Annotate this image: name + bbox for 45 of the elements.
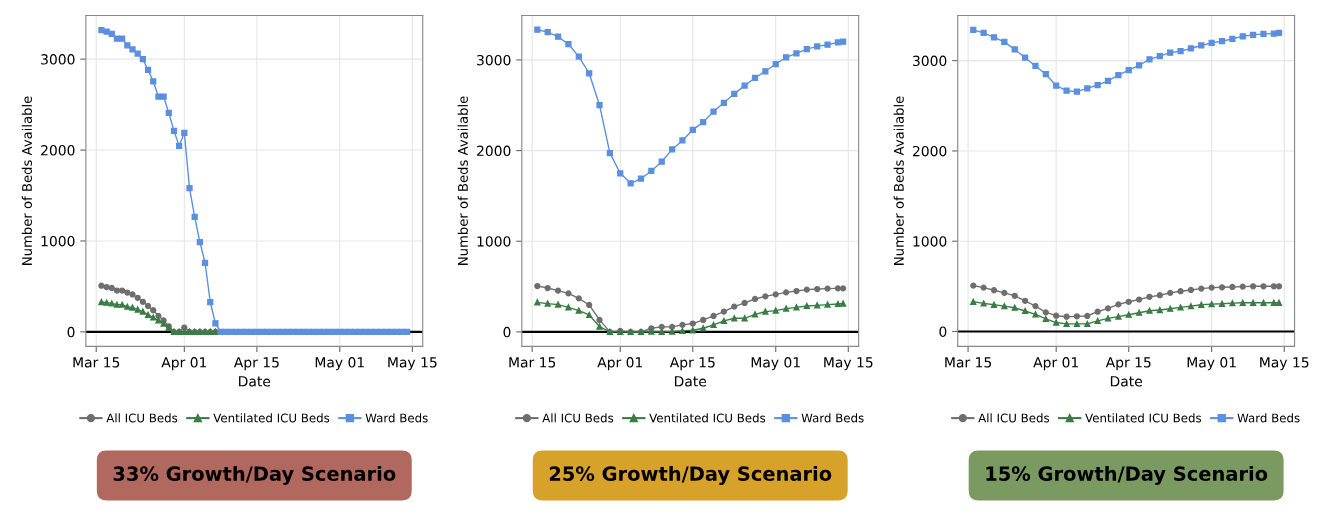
legend-label: Ventilated ICU Beds (1085, 413, 1202, 423)
legend-label: All ICU Beds (978, 413, 1050, 423)
x-tick-label: May 15 (824, 357, 873, 371)
legend-label: Ward Beds (365, 413, 428, 423)
y-tick-label: 2000 (41, 145, 75, 156)
y-tick-label: 0 (939, 326, 947, 337)
x-tick-label: Mar 15 (73, 357, 120, 368)
x-axis-title: Date (239, 376, 271, 387)
y-tick-label: 3000 (477, 54, 511, 66)
x-tick-label: Apr 15 (1105, 357, 1151, 371)
y-axis-title: Number of Beds Available (457, 96, 468, 265)
x-tick-label: Apr 01 (597, 357, 643, 371)
legend-label: All ICU Beds (542, 413, 614, 423)
y-tick-label: 3000 (41, 54, 75, 65)
x-tick-label: May 01 (1187, 357, 1236, 371)
y-axis-title: Number of Beds Available (893, 96, 904, 265)
y-tick-label: 1000 (913, 236, 947, 247)
y-tick-label: 1000 (41, 235, 75, 247)
y-tick-label: 1000 (477, 236, 511, 247)
x-tick-label: Apr 15 (233, 357, 279, 371)
x-axis-title: Date (1110, 376, 1143, 387)
y-tick-label: 2000 (912, 145, 947, 157)
x-tick-label: Mar 15 (945, 357, 992, 368)
legend-label: Ward Beds (1237, 413, 1300, 423)
x-tick-label: Apr 01 (161, 357, 207, 371)
x-tick-label: May 15 (1260, 357, 1309, 371)
text: 15% Growth/Day Scenario (986, 465, 1268, 485)
y-tick-label: 3000 (913, 55, 947, 67)
x-tick-label: May 01 (315, 357, 364, 371)
x-tick-label: Mar 15 (509, 357, 556, 368)
text: 25% Growth/Day Scenario (549, 465, 832, 485)
x-axis-title: Date (674, 376, 707, 387)
legend-label: All ICU Beds (106, 413, 178, 423)
x-tick-label: May 15 (388, 357, 437, 371)
legend-label: Ward Beds (801, 413, 864, 423)
y-tick-label: 0 (67, 326, 75, 338)
x-tick-label: Apr 15 (669, 357, 715, 371)
legend-label: Ventilated ICU Beds (649, 413, 766, 423)
text: 33% Growth/Day Scenario (113, 465, 396, 485)
y-axis-title: Number of Beds Available (21, 96, 32, 265)
x-tick-label: May 01 (751, 357, 800, 371)
x-tick-label: Apr 01 (1033, 357, 1078, 371)
y-tick-label: 2000 (477, 145, 511, 157)
y-tick-label: 0 (503, 326, 511, 338)
legend-label: Ventilated ICU Beds (213, 413, 330, 423)
